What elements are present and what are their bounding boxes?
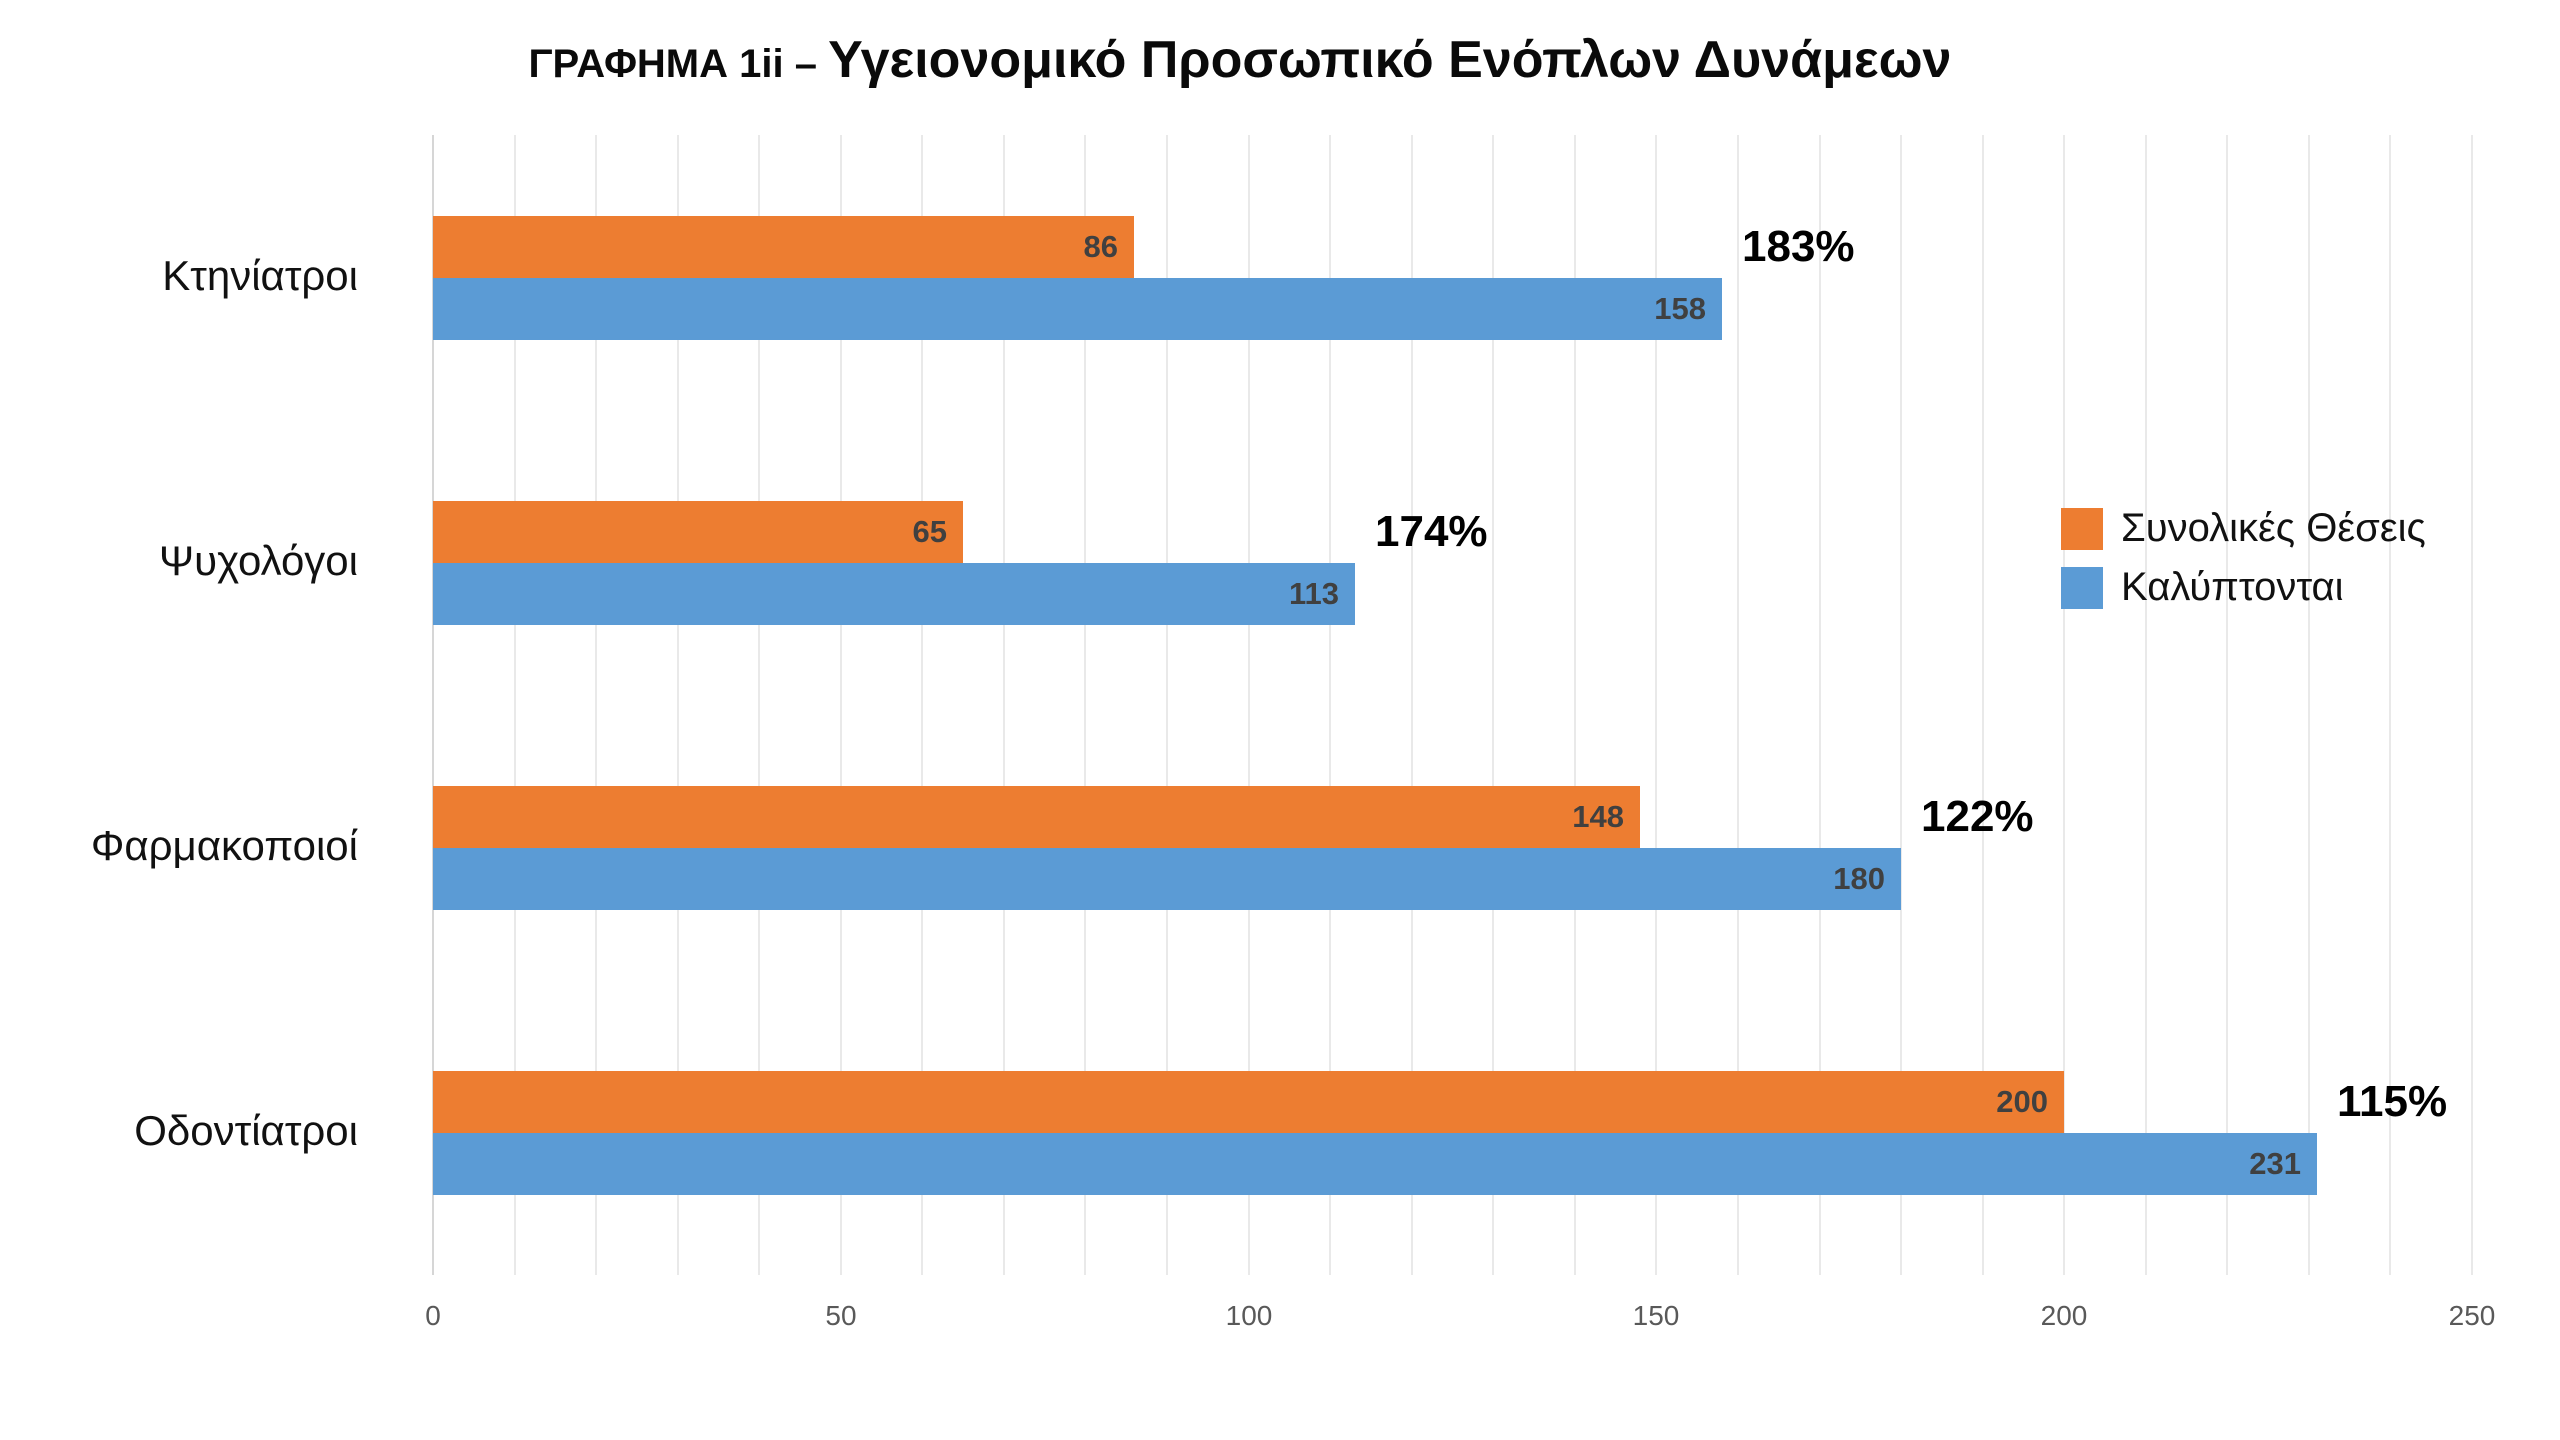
chart-title: ΓΡΑΦΗΜΑ 1ii – Υγειονομικό Προσωπικό Ενόπ… xyxy=(0,30,2480,90)
minor-gridline xyxy=(2145,135,2147,1275)
x-tick-label: 0 xyxy=(425,1300,441,1331)
minor-gridline xyxy=(1411,135,1413,1275)
legend-swatch-icon xyxy=(2061,507,2103,550)
chart-title-main: Υγειονομικό Προσωπικό Ενόπλων Δυνάμεων xyxy=(828,31,1952,89)
bar-total-1: 86 xyxy=(433,216,1134,278)
category-label: Φαρμακοποιοί xyxy=(90,822,358,869)
category-label: Ψυχολόγοι xyxy=(159,537,358,584)
legend-label: Συνολικές Θέσεις xyxy=(2121,506,2426,550)
axis-zero-gridline xyxy=(432,135,434,1275)
value-label: 148 xyxy=(1572,799,1624,834)
value-label: 86 xyxy=(1083,229,1118,264)
minor-gridline xyxy=(1982,135,1984,1275)
minor-gridline xyxy=(1248,135,1250,1275)
category-label: Οδοντίατροι xyxy=(134,1107,358,1154)
minor-gridline xyxy=(2308,135,2310,1275)
legend: Συνολικές Θέσεις Καλύπτονται xyxy=(2061,506,2426,624)
minor-gridline xyxy=(1329,135,1331,1275)
x-tick-label: 150 xyxy=(1632,1300,1680,1331)
percent-annotation: 183% xyxy=(1742,222,1855,271)
value-label: 180 xyxy=(1833,861,1885,896)
chart-title-prefix: ΓΡΑΦΗΜΑ 1ii – xyxy=(528,42,829,86)
bar-covered-1: 158 xyxy=(433,278,1722,340)
minor-gridline xyxy=(1574,135,1576,1275)
value-label: 158 xyxy=(1654,291,1706,326)
plot-area: 86 158 183% 65 113 174% 148 180 122% 200 231 115% xyxy=(432,135,2473,1275)
minor-gridline xyxy=(2471,135,2473,1275)
percent-annotation: 122% xyxy=(1921,792,2034,841)
bar-total-4: 200 xyxy=(433,1071,2064,1133)
minor-gridline xyxy=(1166,135,1168,1275)
minor-gridline xyxy=(1003,135,1005,1275)
minor-gridline xyxy=(2389,135,2391,1275)
percent-annotation: 174% xyxy=(1375,507,1488,556)
legend-item-covered: Καλύπτονται xyxy=(2061,565,2426,610)
minor-gridline xyxy=(2063,135,2065,1275)
minor-gridline xyxy=(1084,135,1086,1275)
bar-total-2: 65 xyxy=(433,501,963,563)
minor-gridline xyxy=(921,135,923,1275)
value-label: 65 xyxy=(912,514,947,549)
bar-covered-3: 180 xyxy=(433,848,1901,910)
x-tick-label: 200 xyxy=(2040,1300,2088,1331)
minor-gridline xyxy=(677,135,679,1275)
minor-gridline xyxy=(840,135,842,1275)
minor-gridline xyxy=(2226,135,2228,1275)
value-label: 200 xyxy=(1996,1084,2048,1119)
minor-gridline xyxy=(758,135,760,1275)
minor-gridline xyxy=(1492,135,1494,1275)
x-tick-label: 250 xyxy=(2448,1300,2496,1331)
legend-item-total: Συνολικές Θέσεις xyxy=(2061,506,2426,551)
x-tick-label: 50 xyxy=(825,1300,857,1331)
bar-total-3: 148 xyxy=(433,786,1640,848)
minor-gridline xyxy=(514,135,516,1275)
minor-gridline xyxy=(595,135,597,1275)
category-label: Κτηνίατροι xyxy=(162,252,358,299)
minor-gridline xyxy=(1655,135,1657,1275)
x-tick-label: 100 xyxy=(1225,1300,1273,1331)
minor-gridline xyxy=(1819,135,1821,1275)
percent-annotation: 115% xyxy=(2337,1077,2448,1126)
value-label: 231 xyxy=(2249,1146,2301,1181)
value-label: 113 xyxy=(1288,576,1339,611)
legend-label: Καλύπτονται xyxy=(2121,565,2344,609)
bar-covered-4: 231 xyxy=(433,1133,2317,1195)
minor-gridline xyxy=(1900,135,1902,1275)
minor-gridline xyxy=(1737,135,1739,1275)
legend-swatch-icon xyxy=(2061,566,2103,609)
bar-covered-2: 113 xyxy=(433,563,1355,625)
